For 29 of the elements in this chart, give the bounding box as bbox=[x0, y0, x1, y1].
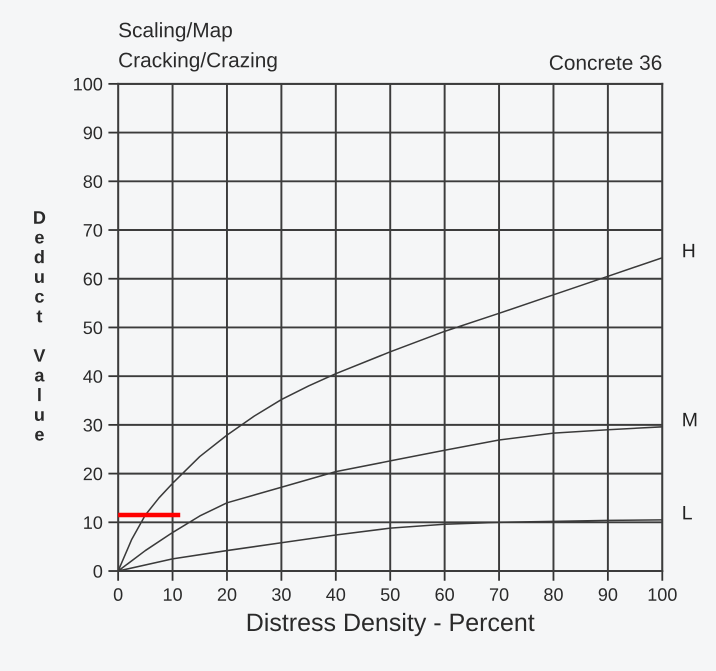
x-tick-label: 70 bbox=[490, 588, 508, 601]
x-tick-label: 90 bbox=[598, 588, 618, 601]
series-label: M bbox=[683, 412, 696, 426]
y-tick-label: 0 bbox=[94, 564, 102, 578]
y-tick-label: 80 bbox=[84, 175, 102, 188]
y-tick-label: 30 bbox=[83, 418, 102, 432]
series-label: H bbox=[683, 244, 694, 258]
text: Concrete 36 bbox=[550, 55, 662, 70]
x-tick-label: 10 bbox=[164, 588, 182, 601]
x-tick-label: 30 bbox=[272, 588, 291, 601]
y-tick-label: 50 bbox=[84, 321, 102, 334]
x-tick-label: 40 bbox=[326, 588, 346, 601]
x-tick-label: 50 bbox=[380, 588, 400, 601]
x-tick-label: 0 bbox=[114, 588, 122, 601]
y-tick-label: 100 bbox=[74, 78, 102, 91]
y-tick-label: 10 bbox=[84, 516, 102, 530]
chart-title: Scaling/Map Cracking/Crazing bbox=[119, 22, 277, 72]
y-tick-label: 20 bbox=[84, 468, 102, 480]
x-tick-label: 100 bbox=[648, 588, 677, 601]
y-tick-label: 90 bbox=[84, 126, 102, 140]
text: Deduct Value bbox=[34, 211, 46, 441]
x-tick-label: 60 bbox=[436, 588, 454, 601]
x-tick-label: 80 bbox=[544, 588, 563, 601]
x-axis-title: Distress Density - Percent bbox=[248, 612, 535, 636]
y-tick-label: 60 bbox=[84, 272, 102, 286]
y-tick-label: 70 bbox=[84, 224, 102, 237]
x-tick-label: 20 bbox=[218, 588, 236, 601]
y-tick-label: 40 bbox=[83, 370, 102, 383]
series-label: L bbox=[683, 506, 692, 520]
